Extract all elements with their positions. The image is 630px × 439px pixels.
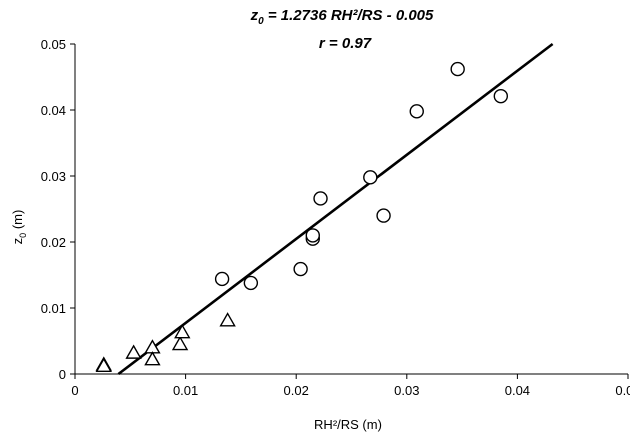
circle-point: [313, 191, 328, 206]
equation-rest: = 1.2736 RH²/RS - 0.005: [264, 7, 434, 24]
triangle-point: [144, 351, 161, 366]
y-tick-label: 0.01: [41, 301, 66, 316]
x-axis-label: RH²/RS (m): [314, 417, 382, 432]
circle-point: [450, 61, 465, 77]
y-tick-label: 0.02: [41, 235, 66, 250]
triangle-point: [219, 312, 236, 327]
y-tick-labels: 0 0.01 0.02 0.03 0.04 0.05: [41, 37, 66, 382]
y-tick-label: 0: [59, 367, 66, 382]
circle-point: [243, 275, 259, 291]
circle-point: [493, 88, 509, 104]
y-axis-label-sub: 0: [18, 233, 28, 238]
y-tick-label: 0.03: [41, 169, 66, 184]
x-tick-labels: 0 0.01 0.02 0.03 0.04 0.05: [71, 383, 630, 398]
triangle-point: [144, 339, 161, 354]
triangle-point: [95, 357, 112, 373]
x-tick-label: 0: [71, 383, 78, 398]
equation-subscript: 0: [258, 16, 264, 27]
y-tick-label: 0.05: [41, 37, 66, 52]
circle-point: [363, 170, 378, 185]
x-tick-label: 0.05: [615, 383, 630, 398]
triangle-point: [171, 335, 189, 351]
correlation-label: r = 0.97: [319, 35, 372, 52]
equation-title: z0 = 1.2736 RH²/RS - 0.005: [250, 7, 434, 27]
data-points: [95, 61, 509, 373]
axes: [70, 43, 629, 379]
equation-z-symbol: z: [250, 7, 259, 24]
x-tick-label: 0.04: [505, 383, 530, 398]
triangle-point: [174, 324, 191, 339]
x-tick-label: 0.03: [394, 383, 419, 398]
chart-title: z0 = 1.2736 RH²/RS - 0.005 r = 0.97: [250, 7, 434, 52]
circle-point: [293, 261, 308, 277]
triangle-point: [125, 344, 142, 359]
circle-point: [409, 104, 424, 119]
fit-line: [117, 42, 554, 376]
circle-point: [305, 228, 320, 243]
y-tick-label: 0.04: [41, 103, 66, 118]
y-axis-label-main: z: [10, 238, 25, 245]
circle-point: [214, 271, 230, 287]
x-tick-label: 0.01: [173, 383, 198, 398]
x-tick-label: 0.02: [284, 383, 309, 398]
circle-point: [376, 208, 391, 223]
regression-line: [117, 42, 554, 376]
y-axis-label-unit: (m): [10, 210, 25, 233]
y-axis-label: z0 (m): [10, 210, 28, 245]
